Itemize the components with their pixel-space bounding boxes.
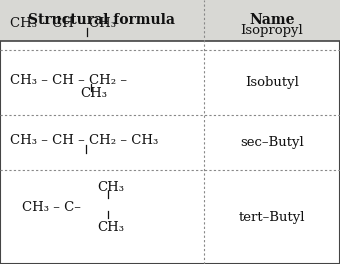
Text: CH₃ – CH – CH₃: CH₃ – CH – CH₃	[10, 17, 116, 30]
Text: Structural formula: Structural formula	[29, 13, 175, 27]
Text: CH₃ – C–: CH₃ – C–	[22, 201, 81, 214]
Text: sec–Butyl: sec–Butyl	[240, 136, 304, 149]
Text: Isopropyl: Isopropyl	[241, 24, 303, 37]
Text: Isobutyl: Isobutyl	[245, 76, 299, 89]
Text: CH₃: CH₃	[80, 87, 107, 100]
Text: tert–Butyl: tert–Butyl	[239, 211, 305, 224]
Text: Name: Name	[249, 13, 295, 27]
FancyBboxPatch shape	[0, 0, 340, 41]
Text: CH₃ – CH – CH₂ – CH₃: CH₃ – CH – CH₂ – CH₃	[10, 134, 158, 147]
Text: CH₃: CH₃	[97, 221, 124, 234]
Text: CH₃: CH₃	[97, 181, 124, 194]
Text: CH₃ – CH – CH₂ –: CH₃ – CH – CH₂ –	[10, 74, 127, 87]
